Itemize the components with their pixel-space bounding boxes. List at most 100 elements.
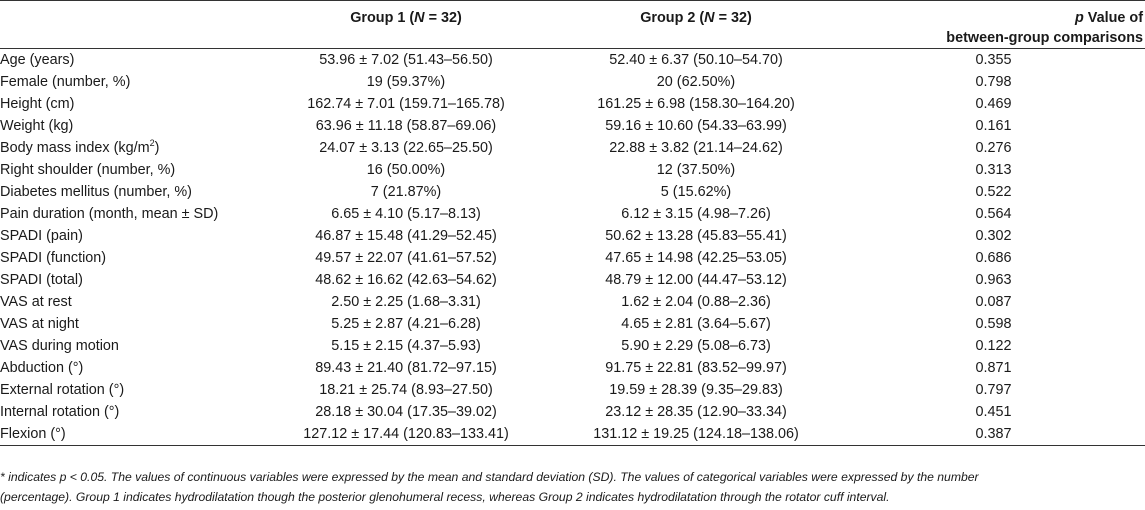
footnote-line-2: (percentage). Group 1 indicates hydrodil… (0, 490, 890, 504)
table-header-row: Group 1 (N = 32) Group 2 (N = 32) p Valu… (0, 0, 1145, 49)
group1-value: 16 (50.00%) (366, 162, 446, 178)
row-label: SPADI (function) (0, 250, 107, 266)
footnote-line-1: * indicates p < 0.05. The values of cont… (0, 470, 979, 484)
row-label: Body mass index (kg/m2) (0, 138, 160, 156)
group1-value: 5.15 ± 2.15 (4.37–5.93) (331, 338, 481, 354)
group2-value: 52.40 ± 6.37 (50.10–54.70) (609, 52, 783, 68)
p-value: 0.871 (975, 360, 1012, 376)
group2-value: 6.12 ± 3.15 (4.98–7.26) (621, 206, 771, 222)
table-row: Female (number, %) 19 (59.37%) 20 (62.50%)… (0, 71, 1145, 93)
group2-value: 4.65 ± 2.81 (3.64–5.67) (621, 316, 771, 332)
group2-value: 161.25 ± 6.98 (158.30–164.20) (597, 96, 795, 112)
group1-value: 5.25 ± 2.87 (4.21–6.28) (331, 316, 481, 332)
header-p-line2: between-group comparisons (946, 30, 1143, 46)
row-label: Age (years) (0, 52, 75, 68)
table-row: Abduction (°) 89.43 ± 21.40 (81.72–97.15)… (0, 357, 1145, 379)
group2-value: 1.62 ± 2.04 (0.88–2.36) (621, 294, 771, 310)
row-label: SPADI (total) (0, 272, 83, 288)
group2-value: 19.59 ± 28.39 (9.35–29.83) (609, 382, 783, 398)
group2-value: 22.88 ± 3.82 (21.14–24.62) (609, 140, 783, 156)
group2-value: 5 (15.62%) (660, 184, 732, 200)
table-row: VAS at night 5.25 ± 2.87 (4.21–6.28) 4.65 … (0, 313, 1145, 335)
header-p-italic: p (1075, 10, 1084, 26)
table-row: VAS at rest 2.50 ± 2.25 (1.68–3.31) 1.62 ±… (0, 291, 1145, 313)
group2-value: 131.12 ± 19.25 (124.18–138.06) (550, 423, 842, 446)
p-value: 0.355 (975, 52, 1012, 68)
group2-value: 23.12 ± 28.35 (12.90–33.34) (605, 404, 787, 420)
table-row: SPADI (pain) 46.87 ± 15.48 (41.29–52.45) 5… (0, 225, 1145, 247)
group2-value: 20 (62.50%) (656, 74, 736, 90)
row-label: Pain duration (month, mean ± SD) (0, 206, 219, 222)
p-value: 0.161 (975, 118, 1012, 134)
header-group1: Group 1 (N = 32) (262, 0, 550, 49)
table-row: Age (years) 53.96 ± 7.02 (51.43–56.50) 52.… (0, 49, 1145, 72)
group2-value: 59.16 ± 10.60 (54.33–63.99) (605, 118, 787, 134)
group1-value: 48.62 ± 16.62 (42.63–54.62) (315, 272, 497, 288)
group1-value: 2.50 ± 2.25 (1.68–3.31) (331, 294, 481, 310)
table-footnote: * indicates p < 0.05. The values of cont… (0, 467, 1140, 507)
group1-value: 24.07 ± 3.13 (22.65–25.50) (319, 140, 493, 156)
table-row: Height (cm) 162.74 ± 7.01 (159.71–165.78)… (0, 93, 1145, 115)
row-label: Right shoulder (number, %) (0, 162, 176, 178)
row-label: VAS at rest (0, 294, 72, 310)
row-label: Diabetes mellitus (number, %) (0, 184, 192, 200)
table-row: Pain duration (month, mean ± SD) 6.65 ± 4… (0, 203, 1145, 225)
row-label: VAS at night (0, 316, 79, 332)
header-group2-n: N (704, 10, 715, 26)
table-row: SPADI (function) 49.57 ± 22.07 (41.61–57.… (0, 247, 1145, 269)
p-value: 0.302 (975, 228, 1012, 244)
group1-value: 19 (59.37%) (366, 74, 446, 90)
group1-value: 162.74 ± 7.01 (159.71–165.78) (307, 96, 505, 112)
group2-value: 48.79 ± 12.00 (44.47–53.12) (605, 272, 787, 288)
baseline-characteristics-table: Group 1 (N = 32) Group 2 (N = 32) p Valu… (0, 0, 1145, 446)
table-row: Flexion (°) 127.12 ± 17.44 (120.83–133.41… (0, 423, 1145, 446)
group2-value: 12 (37.50%) (656, 162, 736, 178)
p-value: 0.522 (975, 184, 1012, 200)
row-label: Height (cm) (0, 96, 75, 112)
group1-value: 89.43 ± 21.40 (81.72–97.15) (315, 360, 497, 376)
group1-value: 127.12 ± 17.44 (120.83–133.41) (262, 423, 550, 446)
table-row: Weight (kg) 63.96 ± 11.18 (58.87–69.06) 59… (0, 115, 1145, 137)
header-group2: Group 2 (N = 32) (550, 0, 842, 49)
header-label-cell (0, 0, 262, 49)
table-body: Age (years) 53.96 ± 7.02 (51.43–56.50) 52.… (0, 49, 1145, 446)
row-label: Flexion (°) (0, 423, 262, 446)
group1-value: 53.96 ± 7.02 (51.43–56.50) (319, 52, 493, 68)
p-value: 0.387 (842, 423, 1145, 446)
group1-value: 7 (21.87%) (370, 184, 442, 200)
p-value: 0.451 (975, 404, 1012, 420)
row-label: Abduction (°) (0, 360, 84, 376)
p-value: 0.686 (975, 250, 1012, 266)
group1-value: 63.96 ± 11.18 (58.87–69.06) (315, 118, 497, 134)
table-row: SPADI (total) 48.62 ± 16.62 (42.63–54.62)… (0, 269, 1145, 291)
p-value: 0.313 (975, 162, 1012, 178)
group2-value: 5.90 ± 2.29 (5.08–6.73) (621, 338, 771, 354)
group1-value: 28.18 ± 30.04 (17.35–39.02) (315, 404, 497, 420)
group1-value: 18.21 ± 25.74 (8.93–27.50) (319, 382, 493, 398)
p-value: 0.564 (975, 206, 1012, 222)
row-label: SPADI (pain) (0, 228, 83, 244)
row-label: VAS during motion (0, 338, 119, 354)
row-label: Weight (kg) (0, 118, 74, 134)
header-p-value: p Value of between-group comparisons (842, 0, 1145, 49)
p-value: 0.276 (975, 140, 1012, 156)
p-value: 0.963 (975, 272, 1012, 288)
group2-value: 47.65 ± 14.98 (42.25–53.05) (605, 250, 787, 266)
p-value: 0.087 (975, 294, 1012, 310)
group2-value: 91.75 ± 22.81 (83.52–99.97) (605, 360, 787, 376)
p-value: 0.122 (975, 338, 1012, 354)
group2-value: 50.62 ± 13.28 (45.83–55.41) (605, 228, 787, 244)
group1-value: 49.57 ± 22.07 (41.61–57.52) (315, 250, 497, 266)
row-label: Internal rotation (°) (0, 404, 120, 420)
table-row: VAS during motion 5.15 ± 2.15 (4.37–5.93)… (0, 335, 1145, 357)
row-label: External rotation (°) (0, 382, 125, 398)
group1-value: 6.65 ± 4.10 (5.17–8.13) (331, 206, 481, 222)
group1-value: 46.87 ± 15.48 (41.29–52.45) (315, 228, 497, 244)
row-label: Female (number, %) (0, 74, 131, 90)
table-row: External rotation (°) 18.21 ± 25.74 (8.93… (0, 379, 1145, 401)
p-value: 0.598 (975, 316, 1012, 332)
p-value: 0.798 (975, 74, 1012, 90)
p-value: 0.797 (975, 382, 1012, 398)
table-row: Internal rotation (°) 28.18 ± 30.04 (17.3… (0, 401, 1145, 423)
